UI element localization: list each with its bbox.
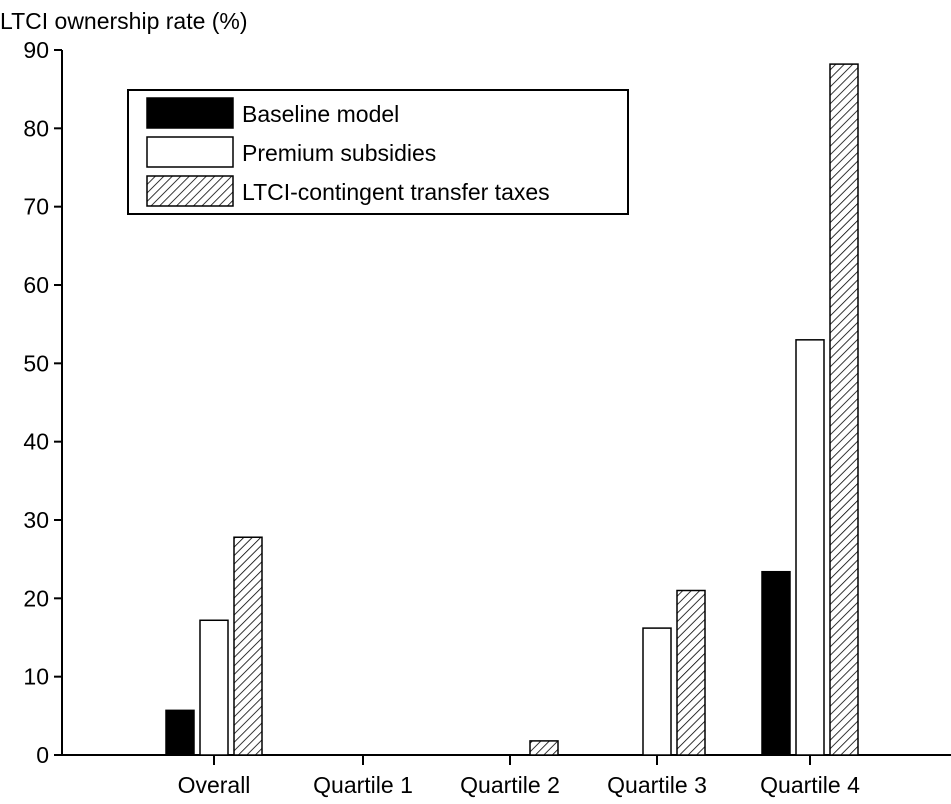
bar (761, 570, 791, 756)
y-tick-label: 10 (23, 664, 49, 690)
x-tick-label: Quartile 3 (607, 772, 707, 798)
bar (642, 627, 672, 756)
x-tick-label: Quartile 2 (460, 772, 560, 798)
x-tick-label: Overall (178, 772, 251, 798)
legend-swatch (146, 175, 234, 207)
y-tick-label: 40 (23, 429, 49, 455)
bar (529, 740, 559, 756)
x-tick-label: Quartile 1 (313, 772, 413, 798)
legend: Baseline model Premium subsidies LTCI-cont… (127, 89, 629, 215)
y-tick-label: 20 (23, 585, 49, 611)
y-tick-label: 90 (23, 37, 49, 63)
legend-label: LTCI-contingent transfer taxes (242, 179, 550, 205)
bar (199, 619, 229, 756)
legend-swatch (146, 97, 234, 129)
y-axis-title: LTCI ownership rate (%) (0, 8, 248, 34)
legend-label: Baseline model (242, 101, 399, 127)
x-axis: Overall Quartile 1 Quartile 2 Quartile 3 Qua… (62, 754, 951, 798)
y-tick-label: 60 (23, 272, 49, 298)
legend-label: Premium subsidies (242, 140, 436, 166)
bar (676, 589, 706, 756)
bars (165, 63, 859, 756)
y-axis: 0 10 20 30 40 50 60 70 80 90 (23, 37, 63, 768)
y-tick-label: 30 (23, 507, 49, 533)
y-tick-label: 80 (23, 115, 49, 141)
bar (795, 339, 825, 756)
bar (829, 63, 859, 756)
legend-swatch (146, 136, 234, 168)
y-tick-label: 0 (36, 742, 49, 768)
bar (233, 536, 263, 756)
bar (165, 709, 195, 756)
y-tick-label: 50 (23, 350, 49, 376)
y-tick-label: 70 (23, 194, 49, 220)
x-tick-label: Quartile 4 (760, 772, 860, 798)
